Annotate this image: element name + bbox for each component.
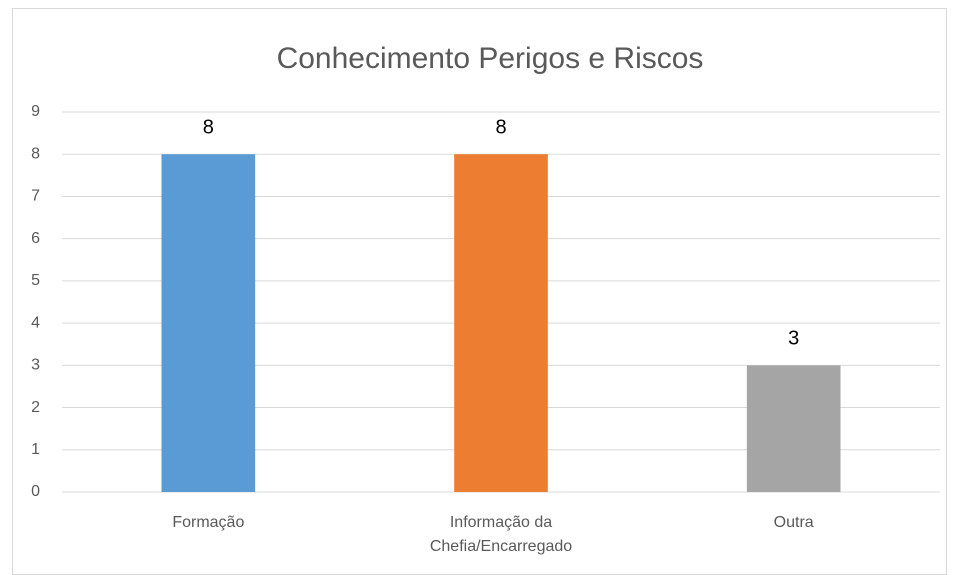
chart-title: Conhecimento Perigos e Riscos xyxy=(277,42,704,75)
y-tick-label: 8 xyxy=(31,145,40,162)
x-tick-label: Formação xyxy=(172,514,244,531)
x-tick-label: Informação da Chefia/Encarregado xyxy=(430,514,572,555)
bar xyxy=(746,365,841,492)
y-tick-label: 4 xyxy=(31,314,40,331)
y-tick-label: 0 xyxy=(31,483,40,500)
data-label: 8 xyxy=(203,117,214,139)
label-line: Chefia/Encarregado xyxy=(430,538,572,555)
y-tick-label: 9 xyxy=(31,103,40,120)
x-tick-label: Outra xyxy=(774,514,814,531)
bar xyxy=(454,154,548,492)
label-line: Informação da xyxy=(450,514,552,531)
data-label: 3 xyxy=(788,328,799,350)
bar xyxy=(161,154,256,492)
y-tick-label: 6 xyxy=(31,230,40,247)
y-tick-label: 3 xyxy=(31,357,40,374)
y-tick-label: 7 xyxy=(31,188,40,205)
data-label: 8 xyxy=(495,117,506,139)
y-tick-label: 2 xyxy=(31,399,40,416)
y-tick-label: 5 xyxy=(31,272,40,289)
y-tick-label: 1 xyxy=(31,441,40,458)
